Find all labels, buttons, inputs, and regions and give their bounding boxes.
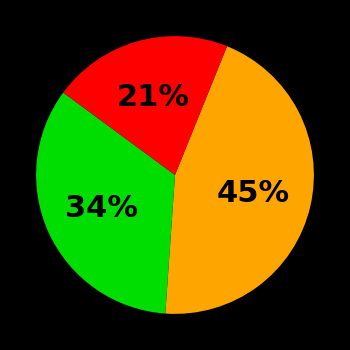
Wedge shape — [36, 93, 175, 314]
Wedge shape — [165, 46, 314, 314]
Text: 34%: 34% — [65, 194, 138, 223]
Text: 21%: 21% — [117, 83, 190, 112]
Wedge shape — [63, 36, 227, 175]
Text: 45%: 45% — [217, 178, 290, 208]
